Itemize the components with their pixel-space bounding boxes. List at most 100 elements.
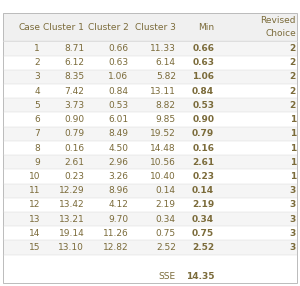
Text: 0.66: 0.66 bbox=[192, 44, 214, 53]
Bar bbox=[3, 198, 297, 212]
Text: 2: 2 bbox=[290, 44, 296, 53]
Text: 0.34: 0.34 bbox=[192, 214, 214, 224]
Text: 6: 6 bbox=[34, 115, 40, 124]
Text: Case: Case bbox=[18, 23, 40, 31]
Text: Revised: Revised bbox=[260, 16, 296, 25]
Text: 12: 12 bbox=[29, 200, 40, 209]
Text: 10: 10 bbox=[29, 172, 40, 181]
Bar bbox=[3, 98, 297, 112]
Text: 13: 13 bbox=[29, 214, 40, 224]
Text: 3: 3 bbox=[290, 186, 296, 195]
Bar bbox=[3, 127, 297, 141]
Bar bbox=[3, 84, 297, 98]
Bar bbox=[3, 226, 297, 241]
Bar bbox=[3, 184, 297, 198]
Text: 0.14: 0.14 bbox=[156, 186, 176, 195]
Text: 19.14: 19.14 bbox=[58, 229, 84, 238]
Text: 1: 1 bbox=[290, 144, 296, 152]
Bar bbox=[3, 241, 297, 255]
Text: 11.33: 11.33 bbox=[150, 44, 176, 53]
Text: 3.73: 3.73 bbox=[64, 101, 84, 110]
Bar bbox=[3, 55, 297, 70]
Text: 7.42: 7.42 bbox=[64, 87, 84, 96]
Text: 0.63: 0.63 bbox=[192, 58, 214, 67]
Bar bbox=[3, 212, 297, 226]
Bar bbox=[3, 255, 297, 269]
Bar bbox=[3, 155, 297, 169]
Text: 14: 14 bbox=[29, 229, 40, 238]
Text: 15: 15 bbox=[29, 243, 40, 252]
Text: 0.14: 0.14 bbox=[192, 186, 214, 195]
Text: 1: 1 bbox=[290, 172, 296, 181]
Text: 2: 2 bbox=[290, 101, 296, 110]
Text: 0.79: 0.79 bbox=[192, 129, 214, 138]
Text: 0.16: 0.16 bbox=[64, 144, 84, 152]
Text: 9.70: 9.70 bbox=[108, 214, 128, 224]
Text: 2.52: 2.52 bbox=[192, 243, 214, 252]
Text: 2.52: 2.52 bbox=[156, 243, 176, 252]
Text: 4: 4 bbox=[34, 87, 40, 96]
Text: 3: 3 bbox=[290, 214, 296, 224]
Text: 0.16: 0.16 bbox=[192, 144, 214, 152]
Bar bbox=[3, 41, 297, 55]
Text: 2: 2 bbox=[34, 58, 40, 67]
Text: 0.34: 0.34 bbox=[156, 214, 176, 224]
Text: Cluster 1: Cluster 1 bbox=[44, 23, 84, 31]
Text: 0.63: 0.63 bbox=[108, 58, 128, 67]
Text: 0.90: 0.90 bbox=[64, 115, 84, 124]
Text: 8.49: 8.49 bbox=[108, 129, 128, 138]
Text: 13.11: 13.11 bbox=[150, 87, 176, 96]
Text: 6.14: 6.14 bbox=[156, 58, 176, 67]
Text: 1: 1 bbox=[290, 115, 296, 124]
Bar bbox=[3, 141, 297, 155]
Text: 0.53: 0.53 bbox=[108, 101, 128, 110]
Text: 13.21: 13.21 bbox=[58, 214, 84, 224]
Text: 0.90: 0.90 bbox=[192, 115, 214, 124]
Text: 12.82: 12.82 bbox=[103, 243, 128, 252]
Text: 1: 1 bbox=[290, 129, 296, 138]
Bar bbox=[3, 13, 297, 41]
Text: 1.06: 1.06 bbox=[192, 72, 214, 82]
Text: 1: 1 bbox=[290, 158, 296, 167]
Text: 0.75: 0.75 bbox=[156, 229, 176, 238]
Text: 8.96: 8.96 bbox=[108, 186, 128, 195]
Text: 14.48: 14.48 bbox=[150, 144, 176, 152]
Text: 4.12: 4.12 bbox=[109, 200, 128, 209]
Bar bbox=[3, 169, 297, 184]
Text: 6.01: 6.01 bbox=[108, 115, 128, 124]
Text: 5: 5 bbox=[34, 101, 40, 110]
Text: 9.85: 9.85 bbox=[156, 115, 176, 124]
Text: 3: 3 bbox=[34, 72, 40, 82]
Text: 2: 2 bbox=[290, 58, 296, 67]
Text: 3: 3 bbox=[290, 243, 296, 252]
Text: 0.23: 0.23 bbox=[192, 172, 214, 181]
Text: Choice: Choice bbox=[265, 29, 296, 38]
Text: 8.71: 8.71 bbox=[64, 44, 84, 53]
Text: 0.75: 0.75 bbox=[192, 229, 214, 238]
Bar bbox=[3, 70, 297, 84]
Text: 2.19: 2.19 bbox=[156, 200, 176, 209]
Text: 1: 1 bbox=[34, 44, 40, 53]
Text: 11: 11 bbox=[29, 186, 40, 195]
Text: 11.26: 11.26 bbox=[103, 229, 128, 238]
Text: 10.40: 10.40 bbox=[150, 172, 176, 181]
Bar bbox=[3, 269, 297, 283]
Text: Cluster 3: Cluster 3 bbox=[135, 23, 176, 31]
Text: 13.10: 13.10 bbox=[58, 243, 84, 252]
Text: 2: 2 bbox=[290, 72, 296, 82]
Text: 7: 7 bbox=[34, 129, 40, 138]
Text: 3: 3 bbox=[290, 200, 296, 209]
Text: 8.82: 8.82 bbox=[156, 101, 176, 110]
Text: 12.29: 12.29 bbox=[59, 186, 84, 195]
Text: 2.96: 2.96 bbox=[108, 158, 128, 167]
Text: 2.61: 2.61 bbox=[192, 158, 214, 167]
Bar bbox=[3, 112, 297, 127]
Text: 2: 2 bbox=[290, 87, 296, 96]
Text: 0.53: 0.53 bbox=[192, 101, 214, 110]
Text: 10.56: 10.56 bbox=[150, 158, 176, 167]
Text: 0.66: 0.66 bbox=[108, 44, 128, 53]
Text: 0.84: 0.84 bbox=[108, 87, 128, 96]
Text: 14.35: 14.35 bbox=[186, 271, 214, 281]
Text: SSE: SSE bbox=[159, 271, 176, 281]
Text: 13.42: 13.42 bbox=[59, 200, 84, 209]
